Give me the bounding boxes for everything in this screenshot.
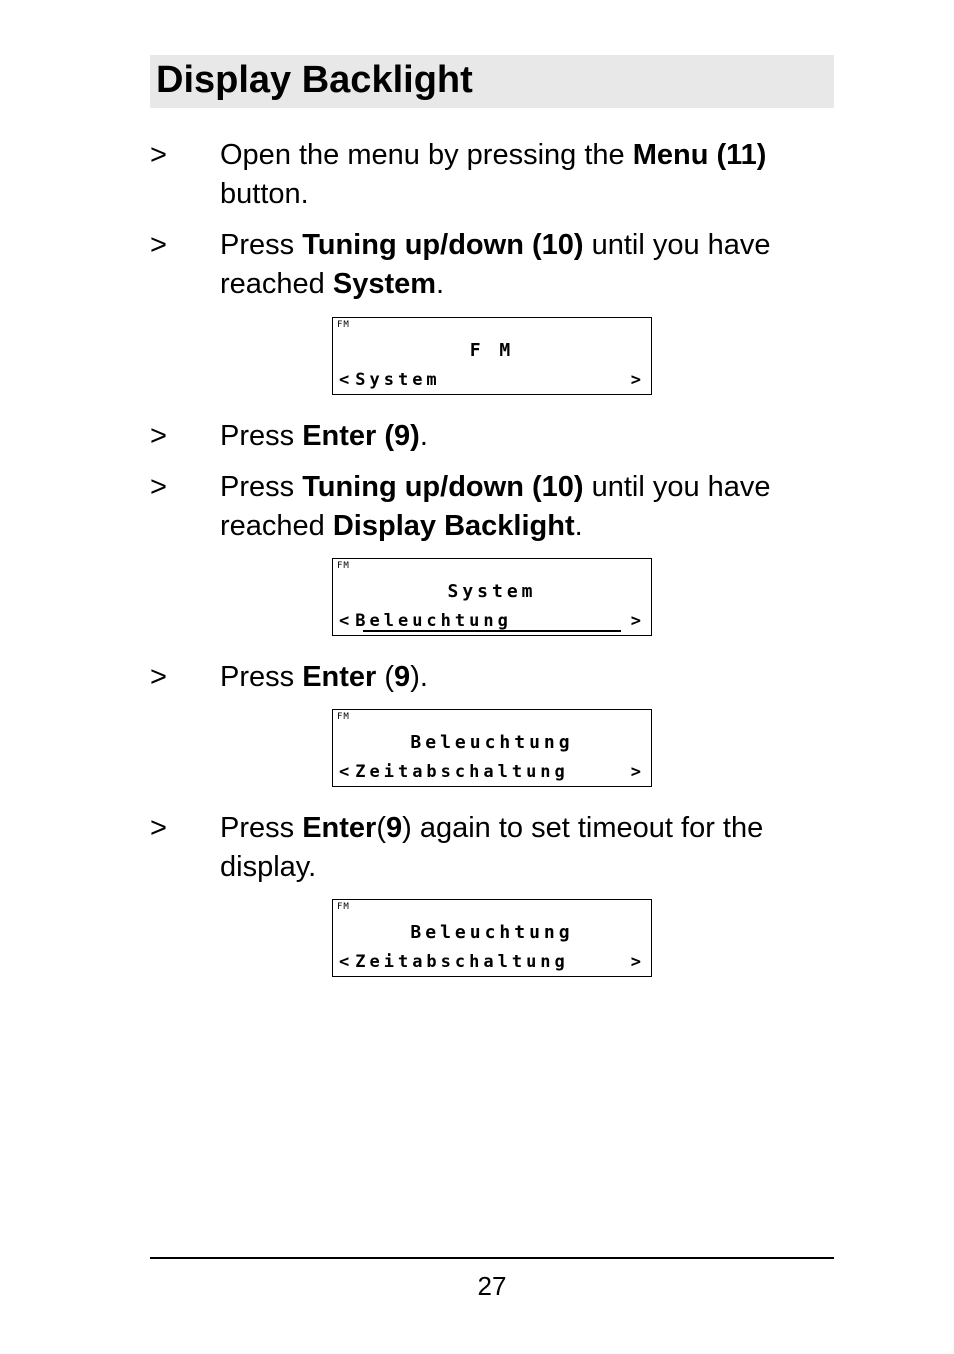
- body-text: (: [376, 661, 394, 693]
- body-text: .: [420, 420, 428, 452]
- lcd-line-2-text: Zeitabschaltung: [355, 762, 569, 782]
- bold-text: Enter (9): [302, 420, 420, 452]
- lcd-line-1: System: [333, 581, 651, 602]
- step-body: Press Enter (9).: [220, 658, 834, 697]
- lcd-display: FM Beleuchtung <Zeitabschaltung >: [332, 709, 652, 787]
- body-text: .: [575, 510, 583, 542]
- lcd-line-2-text: Beleuchtung: [355, 611, 512, 631]
- steps-container: >Open the menu by pressing the Menu (11)…: [150, 136, 834, 977]
- lcd-display-wrap: FM Beleuchtung <Zeitabschaltung >: [150, 709, 834, 787]
- instruction-step: >Press Enter (9).: [150, 658, 834, 697]
- step-marker: >: [150, 658, 220, 697]
- lcd-display: FM F M <System >: [332, 317, 652, 395]
- step-body: Press Enter (9).: [220, 417, 834, 456]
- body-text: Press: [220, 661, 302, 693]
- step-body: Open the menu by pressing the Menu (11) …: [220, 136, 834, 214]
- page-number: 27: [150, 1271, 834, 1302]
- body-text: ).: [410, 661, 428, 693]
- body-text: Press: [220, 471, 302, 503]
- lcd-display-wrap: FM Beleuchtung <Zeitabschaltung >: [150, 899, 834, 977]
- bold-text: Enter: [302, 661, 376, 693]
- body-text: (: [376, 812, 386, 844]
- lcd-line-2-text: Zeitabschaltung: [355, 952, 569, 972]
- lcd-line-2-text: System: [355, 370, 440, 390]
- arrow-right-icon: >: [631, 952, 645, 972]
- bold-text: Enter: [302, 812, 376, 844]
- page: Display Backlight >Open the menu by pres…: [0, 0, 954, 1354]
- arrow-left-icon: <: [339, 370, 353, 390]
- step-body: Press Tuning up/down (10) until you have…: [220, 226, 834, 304]
- lcd-display: FM System <Beleuchtung >: [332, 558, 652, 636]
- lcd-line-2: <Beleuchtung >: [339, 611, 645, 631]
- lcd-line-2: <Zeitabschaltung >: [339, 762, 645, 782]
- bold-text: 9: [394, 661, 410, 693]
- arrow-right-icon: >: [631, 370, 645, 390]
- bold-text: Tuning up/down (10): [302, 229, 583, 261]
- instruction-step: >Press Enter (9).: [150, 417, 834, 456]
- arrow-left-icon: <: [339, 611, 353, 631]
- step-marker: >: [150, 226, 220, 265]
- bold-text: 9: [386, 812, 402, 844]
- arrow-right-icon: >: [631, 762, 645, 782]
- step-marker: >: [150, 417, 220, 456]
- bold-text: Display Backlight: [333, 510, 575, 542]
- instruction-step: >Press Enter(9) again to set timeout for…: [150, 809, 834, 887]
- lcd-display: FM Beleuchtung <Zeitabschaltung >: [332, 899, 652, 977]
- lcd-underline: [363, 630, 621, 632]
- bold-text: Tuning up/down (10): [302, 471, 583, 503]
- body-text: Press: [220, 812, 302, 844]
- lcd-line-2: <Zeitabschaltung >: [339, 952, 645, 972]
- lcd-display-wrap: FM System <Beleuchtung >: [150, 558, 834, 636]
- body-text: Press: [220, 229, 302, 261]
- bold-text: Menu (11): [633, 139, 767, 171]
- body-text: button.: [220, 178, 309, 210]
- body-text: Open the menu by pressing the: [220, 139, 633, 171]
- lcd-line-1: Beleuchtung: [333, 922, 651, 943]
- step-marker: >: [150, 468, 220, 507]
- lcd-display-wrap: FM F M <System >: [150, 317, 834, 395]
- arrow-left-icon: <: [339, 762, 353, 782]
- arrow-left-icon: <: [339, 952, 353, 972]
- lcd-mode-tag: FM: [337, 902, 350, 912]
- page-footer: 27: [150, 1257, 834, 1302]
- footer-rule: [150, 1257, 834, 1259]
- lcd-line-1: Beleuchtung: [333, 732, 651, 753]
- lcd-line-1: F M: [333, 340, 651, 361]
- instruction-step: >Press Tuning up/down (10) until you hav…: [150, 226, 834, 304]
- lcd-mode-tag: FM: [337, 320, 350, 330]
- step-marker: >: [150, 809, 220, 848]
- body-text: Press: [220, 420, 302, 452]
- step-marker: >: [150, 136, 220, 175]
- lcd-mode-tag: FM: [337, 561, 350, 571]
- instruction-step: >Press Tuning up/down (10) until you hav…: [150, 468, 834, 546]
- lcd-mode-tag: FM: [337, 712, 350, 722]
- lcd-line-2: <System >: [339, 370, 645, 390]
- bold-text: System: [333, 268, 436, 300]
- body-text: .: [436, 268, 444, 300]
- page-heading: Display Backlight: [150, 55, 834, 108]
- arrow-right-icon: >: [631, 611, 645, 631]
- step-body: Press Enter(9) again to set timeout for …: [220, 809, 834, 887]
- instruction-step: >Open the menu by pressing the Menu (11)…: [150, 136, 834, 214]
- step-body: Press Tuning up/down (10) until you have…: [220, 468, 834, 546]
